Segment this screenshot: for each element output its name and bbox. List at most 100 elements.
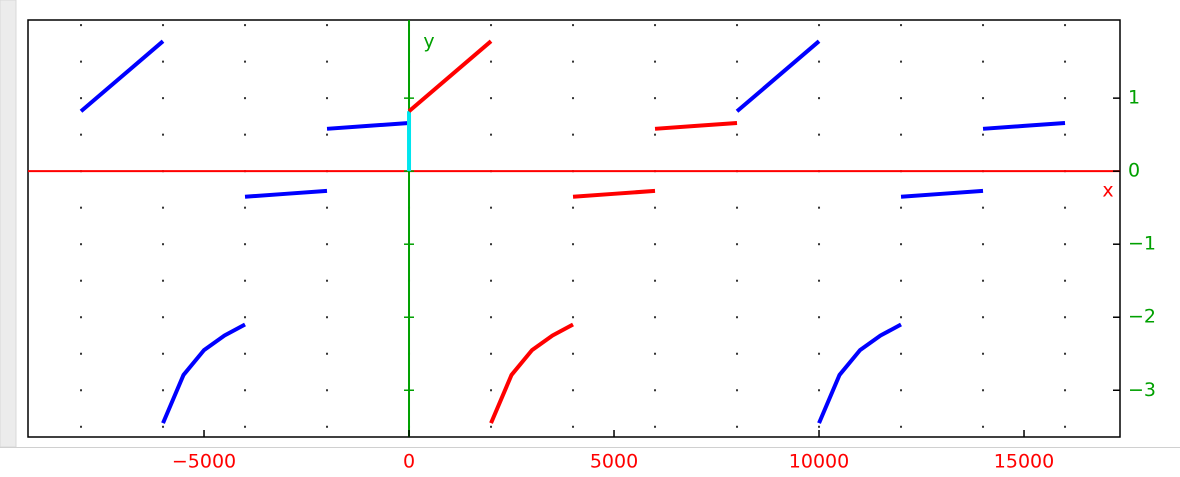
grid-dot	[736, 389, 739, 392]
grid-dot	[736, 279, 739, 282]
grid-dot	[244, 97, 247, 100]
grid-dot	[736, 24, 739, 27]
grid-dot	[900, 97, 903, 100]
grid-dot	[736, 243, 739, 246]
grid-dot	[244, 206, 247, 209]
x-tick-label: 15000	[994, 451, 1054, 473]
grid-dot	[326, 24, 329, 27]
grid-dot	[736, 316, 739, 319]
grid-dot	[162, 389, 165, 392]
grid-dot	[326, 243, 329, 246]
grid-dot	[818, 133, 821, 136]
grid-dot	[818, 97, 821, 100]
side-strip	[0, 0, 17, 448]
grid-dot	[654, 352, 657, 355]
grid-dot	[326, 352, 329, 355]
grid-dot	[244, 316, 247, 319]
grid-dot	[80, 425, 83, 428]
grid-dot	[818, 206, 821, 209]
y-tick-label: 1	[1128, 87, 1140, 109]
grid-dot	[162, 24, 165, 27]
grid-dot	[572, 279, 575, 282]
grid-dot	[1064, 425, 1067, 428]
grid-dot	[572, 425, 575, 428]
grid-dot	[490, 352, 493, 355]
grid-dot	[572, 24, 575, 27]
grid-dot	[162, 133, 165, 136]
y-tick-label: −2	[1128, 306, 1156, 328]
grid-dot	[818, 352, 821, 355]
grid-dot	[490, 24, 493, 27]
x-tick-label: −5000	[172, 451, 236, 473]
grid-dot	[982, 133, 985, 136]
grid-dot	[572, 206, 575, 209]
grid-dot	[1064, 24, 1067, 27]
grid-dot	[244, 389, 247, 392]
grid-dot	[490, 316, 493, 319]
grid-dot	[80, 133, 83, 136]
grid-dot	[900, 24, 903, 27]
grid-dot	[736, 425, 739, 428]
plot-layer: x y −5000 0 5000 10000 15000 −3 −2 −1 0 1	[28, 20, 1156, 473]
grid-dot	[490, 60, 493, 63]
grid-dot	[244, 279, 247, 282]
grid-dot	[900, 279, 903, 282]
grid-dot	[80, 97, 83, 100]
grid-dot	[900, 316, 903, 319]
grid-dot	[900, 60, 903, 63]
grid-dot	[900, 206, 903, 209]
grid-dot	[982, 316, 985, 319]
grid-dot	[162, 60, 165, 63]
grid-dot	[572, 316, 575, 319]
grid-dot	[818, 279, 821, 282]
grid-dot	[900, 133, 903, 136]
x-tick-label: 0	[403, 451, 415, 473]
grid-dot	[162, 279, 165, 282]
grid-dot	[572, 60, 575, 63]
grid-dot	[80, 243, 83, 246]
grid-dot	[654, 279, 657, 282]
grid-dot	[900, 389, 903, 392]
grid-dot	[326, 316, 329, 319]
grid-dot	[244, 24, 247, 27]
grid-dot	[572, 133, 575, 136]
grid-dot	[80, 389, 83, 392]
grid-dot	[982, 60, 985, 63]
series-line	[735, 39, 1066, 424]
grid-dot	[982, 279, 985, 282]
grid-dot	[1064, 316, 1067, 319]
grid-dot	[572, 243, 575, 246]
x-tick-label: 5000	[590, 451, 638, 473]
grid-dot	[326, 133, 329, 136]
grid-dot	[736, 206, 739, 209]
grid-dot	[244, 60, 247, 63]
grid-dot	[80, 206, 83, 209]
grid-dot	[1064, 352, 1067, 355]
grid-dot	[654, 425, 657, 428]
grid-dot	[80, 24, 83, 27]
grid-dot	[654, 133, 657, 136]
grid-dot	[982, 352, 985, 355]
grid-dot	[982, 425, 985, 428]
series-line	[79, 39, 410, 424]
grid-dot	[162, 243, 165, 246]
grid-dot	[490, 279, 493, 282]
grid-dot	[326, 206, 329, 209]
grid-dot	[572, 352, 575, 355]
plot-area	[27, 19, 1121, 438]
grid-dot	[654, 24, 657, 27]
grid-dot	[162, 352, 165, 355]
x-axis-label: x	[1102, 180, 1113, 202]
grid-dot	[982, 206, 985, 209]
grid-dot	[162, 425, 165, 428]
grid-dot	[654, 243, 657, 246]
grid-dot	[736, 352, 739, 355]
grid-dot	[818, 60, 821, 63]
series-line	[407, 39, 738, 424]
grid-dot	[1064, 60, 1067, 63]
grid-dot	[818, 316, 821, 319]
grid-dot	[326, 389, 329, 392]
grid-dot	[80, 316, 83, 319]
